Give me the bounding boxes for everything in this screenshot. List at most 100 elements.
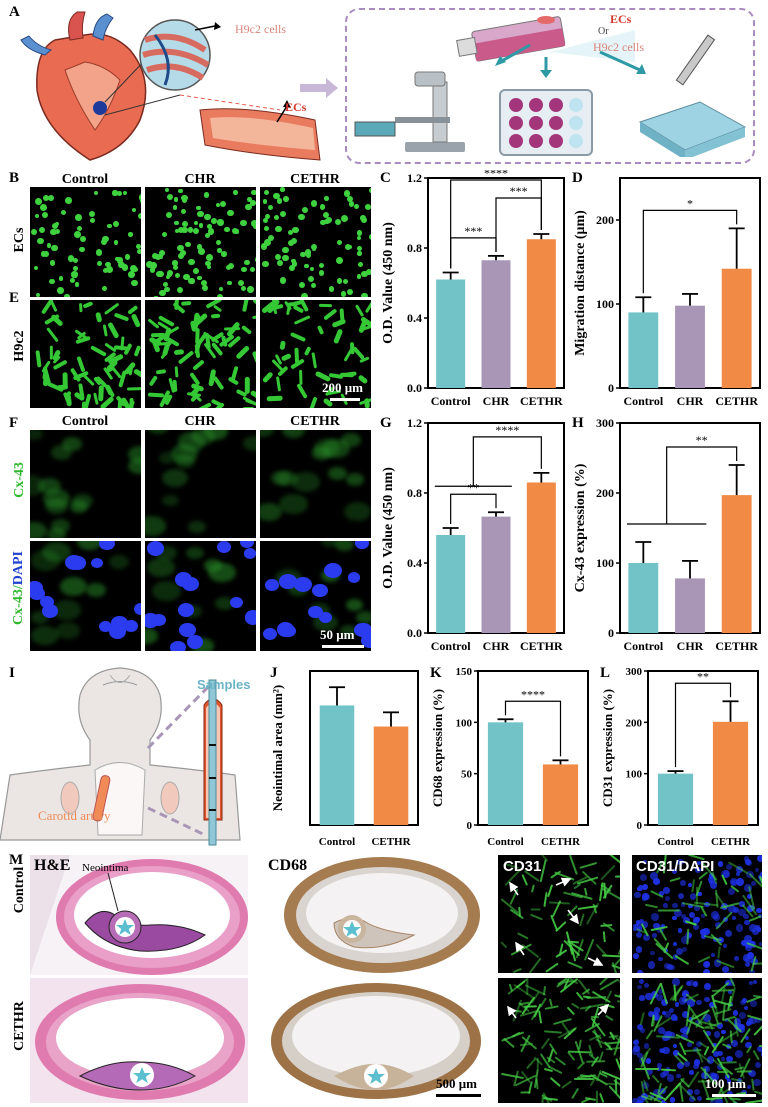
cell-blob (245, 203, 252, 211)
cell-blob (704, 982, 711, 990)
bar (487, 722, 524, 825)
cell-blob (251, 220, 256, 227)
cell-blob (669, 877, 681, 883)
y-tick-label: 0 (608, 381, 614, 395)
cell-blob (653, 922, 661, 930)
cell-blob (89, 345, 107, 357)
cell-blob (716, 1063, 724, 1071)
cell-blob (728, 904, 737, 913)
cell-blob (262, 260, 269, 267)
cell-blob (645, 992, 654, 1001)
ecs-chr-image (145, 187, 256, 297)
cell-blob (346, 195, 354, 203)
cell-blob (713, 1050, 720, 1057)
cell-blob (641, 921, 649, 929)
panel-label-b: B (9, 170, 20, 186)
cell-blob (721, 965, 729, 973)
cell-blob (662, 1046, 671, 1055)
cell-blob (128, 457, 141, 474)
he-control-image (30, 855, 248, 975)
cell-blob (696, 861, 701, 866)
cell-blob (123, 619, 138, 632)
cell-blob (172, 260, 178, 266)
cell-blob (299, 251, 306, 258)
cell-blob (663, 903, 668, 908)
cell-blob (643, 1043, 650, 1049)
chart-l: 0 100 200 300 CD31 expression (%) Control CETH… (600, 666, 759, 848)
cell-blob (69, 500, 89, 514)
cell-blob (324, 562, 343, 579)
cell-blob (640, 1027, 645, 1033)
cell-blob (112, 220, 119, 228)
cell-blob (320, 204, 326, 210)
cell-blob (146, 261, 153, 268)
cell-blob (240, 219, 247, 227)
cell-blob (282, 246, 289, 254)
cd31-dapi-label: CD31/DAPI (636, 858, 715, 875)
cell-blob (746, 951, 755, 959)
bar (526, 239, 556, 388)
cell-blob (638, 971, 647, 973)
cell-blob (115, 256, 120, 261)
heart-illustration (20, 11, 321, 161)
cell-blob (164, 286, 170, 293)
cell-blob (642, 934, 651, 942)
cell-blob (650, 872, 658, 881)
x-tick-label: Control (319, 836, 355, 848)
cell-blob (703, 1014, 711, 1023)
h9c2-control-image (30, 300, 141, 408)
cell-blob (51, 519, 71, 533)
cell-blob (297, 213, 305, 221)
col-title-chr: CHR (184, 172, 216, 187)
cell-blob (232, 227, 239, 235)
cell-blob (102, 236, 109, 243)
cell-blob (658, 1026, 666, 1034)
y-tick-label: 300 (596, 416, 614, 430)
cell-blob (287, 229, 294, 236)
cell-blob (181, 194, 188, 201)
bar (721, 268, 752, 388)
cell-blob (155, 369, 167, 375)
cell-blob (681, 991, 688, 998)
cell-blob (743, 1006, 748, 1011)
cell-blob (312, 446, 332, 460)
cell-blob (83, 393, 92, 408)
cell-blob (99, 541, 116, 551)
cell-blob (750, 1000, 757, 1007)
cell-blob (340, 625, 357, 637)
cell-blob (638, 918, 644, 924)
cell-blob (130, 265, 138, 273)
cell-blob (294, 576, 312, 592)
cell-blob (704, 1066, 711, 1072)
plot-frame (477, 670, 589, 826)
cell-blob (243, 435, 256, 452)
cell-blob (58, 276, 63, 281)
cell-blob (215, 239, 221, 245)
cell-blob (219, 201, 226, 208)
x-tick-label: Control (623, 394, 663, 408)
cell-blob (213, 304, 223, 313)
cell-blob (95, 248, 103, 256)
cell-blob (695, 866, 702, 873)
cell-blob (688, 904, 693, 909)
cell-blob (140, 197, 141, 205)
cell-blob (642, 893, 649, 900)
cell-blob (708, 875, 716, 883)
cell-blob (743, 884, 752, 892)
bar (436, 535, 466, 633)
cell-blob (260, 430, 274, 437)
y-tick-label: 0.4 (407, 311, 422, 325)
cell-blob (121, 264, 129, 271)
cell-blob (674, 1002, 680, 1007)
cell-blob (650, 912, 659, 921)
cell-blob (291, 258, 297, 264)
cell-blob (318, 303, 332, 308)
cell-blob (310, 200, 318, 208)
cell-blob (129, 397, 134, 408)
cell-blob (145, 516, 166, 536)
cell-blob (356, 230, 363, 236)
h9c2-cells-label: H9c2 cells (235, 22, 286, 36)
cx43-control-image (30, 430, 141, 538)
cell-blob (689, 911, 696, 918)
cell-blob (131, 207, 137, 213)
